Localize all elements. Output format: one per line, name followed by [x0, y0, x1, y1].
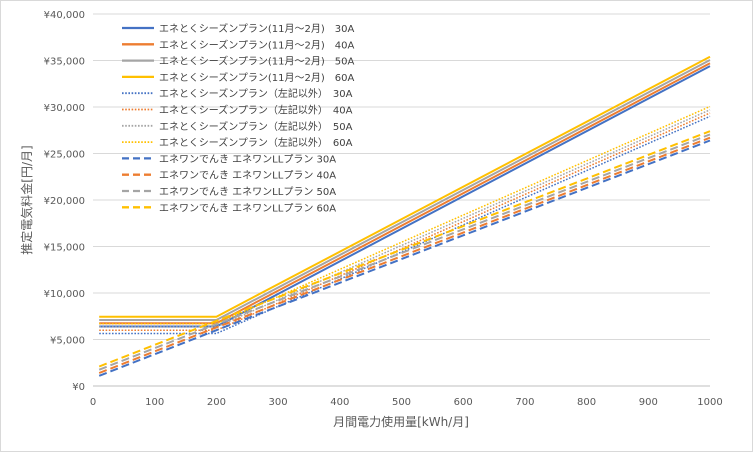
series-line-8	[99, 105, 711, 325]
series-line-7	[99, 109, 711, 328]
x-tick-label: 200	[207, 397, 226, 408]
y-tick-label: ¥40,000	[44, 10, 85, 21]
x-tick-label: 900	[639, 397, 658, 408]
legend-label: エネとくシーズンプラン（左記以外） 60A	[159, 136, 353, 149]
legend-label: エネワンでんき エネワンLLプラン 30A	[159, 153, 336, 165]
legend-label: エネワンでんき エネワンLLプラン 40A	[159, 170, 336, 182]
legend: エネとくシーズンプラン(11月～2月) 30A エネとくシーズンプラン(11月～2…	[122, 22, 355, 214]
series-line-11	[98, 133, 711, 371]
gridlines	[93, 13, 710, 387]
legend-label: エネとくシーズンプラン(11月～2月) 50A	[159, 55, 355, 68]
x-tick-label: 600	[454, 397, 473, 408]
series-line-4	[99, 55, 711, 318]
y-tick-label: ¥20,000	[44, 196, 85, 207]
y-tick-label: ¥5,000	[50, 336, 85, 347]
x-tick-label: 1000	[697, 397, 722, 408]
legend-label: エネとくシーズンプラン(11月～2月) 60A	[159, 71, 355, 84]
series-lines	[98, 55, 711, 377]
x-tick-label: 300	[269, 397, 288, 408]
legend-label: エネとくシーズンプラン（左記以外） 50A	[159, 120, 353, 133]
legend-label: エネワンでんき エネワンLLプラン 50A	[159, 186, 336, 198]
y-tick-label: ¥30,000	[44, 103, 85, 114]
x-tick-label: 700	[515, 397, 534, 408]
series-line-10	[98, 136, 711, 374]
x-tick-label: 100	[145, 397, 164, 408]
y-axis-title: 推定電気料金[円/月]	[19, 145, 34, 254]
legend-label: エネワンでんき エネワンLLプラン 60A	[159, 202, 336, 214]
y-tick-label: ¥10,000	[44, 289, 85, 300]
series-line-5	[99, 115, 711, 335]
legend-label: エネとくシーズンプラン（左記以外） 30A	[159, 87, 353, 100]
x-axis-title: 月間電力使用量[kWh/月]	[333, 414, 469, 429]
legend-label: エネとくシーズンプラン（左記以外） 40A	[159, 104, 353, 117]
x-tick-label: 800	[577, 397, 596, 408]
series-line-9	[98, 139, 711, 377]
x-tick-label: 500	[392, 397, 411, 408]
series-line-12	[98, 130, 711, 368]
legend-label: エネとくシーズンプラン(11月～2月) 40A	[159, 38, 355, 51]
y-tick-label: ¥15,000	[44, 243, 85, 254]
x-tick-label: 0	[90, 397, 96, 408]
y-tick-label: ¥25,000	[44, 150, 85, 161]
y-tick-label: ¥35,000	[44, 57, 85, 68]
series-line-6	[99, 112, 711, 331]
legend-label: エネとくシーズンプラン(11月～2月) 30A	[159, 22, 355, 35]
axes: ¥0 ¥5,000 ¥10,000 ¥15,000 ¥20,000 ¥25,000 ¥30,…	[44, 10, 723, 408]
y-tick-label: ¥0	[72, 382, 85, 393]
x-tick-label: 400	[330, 397, 349, 408]
